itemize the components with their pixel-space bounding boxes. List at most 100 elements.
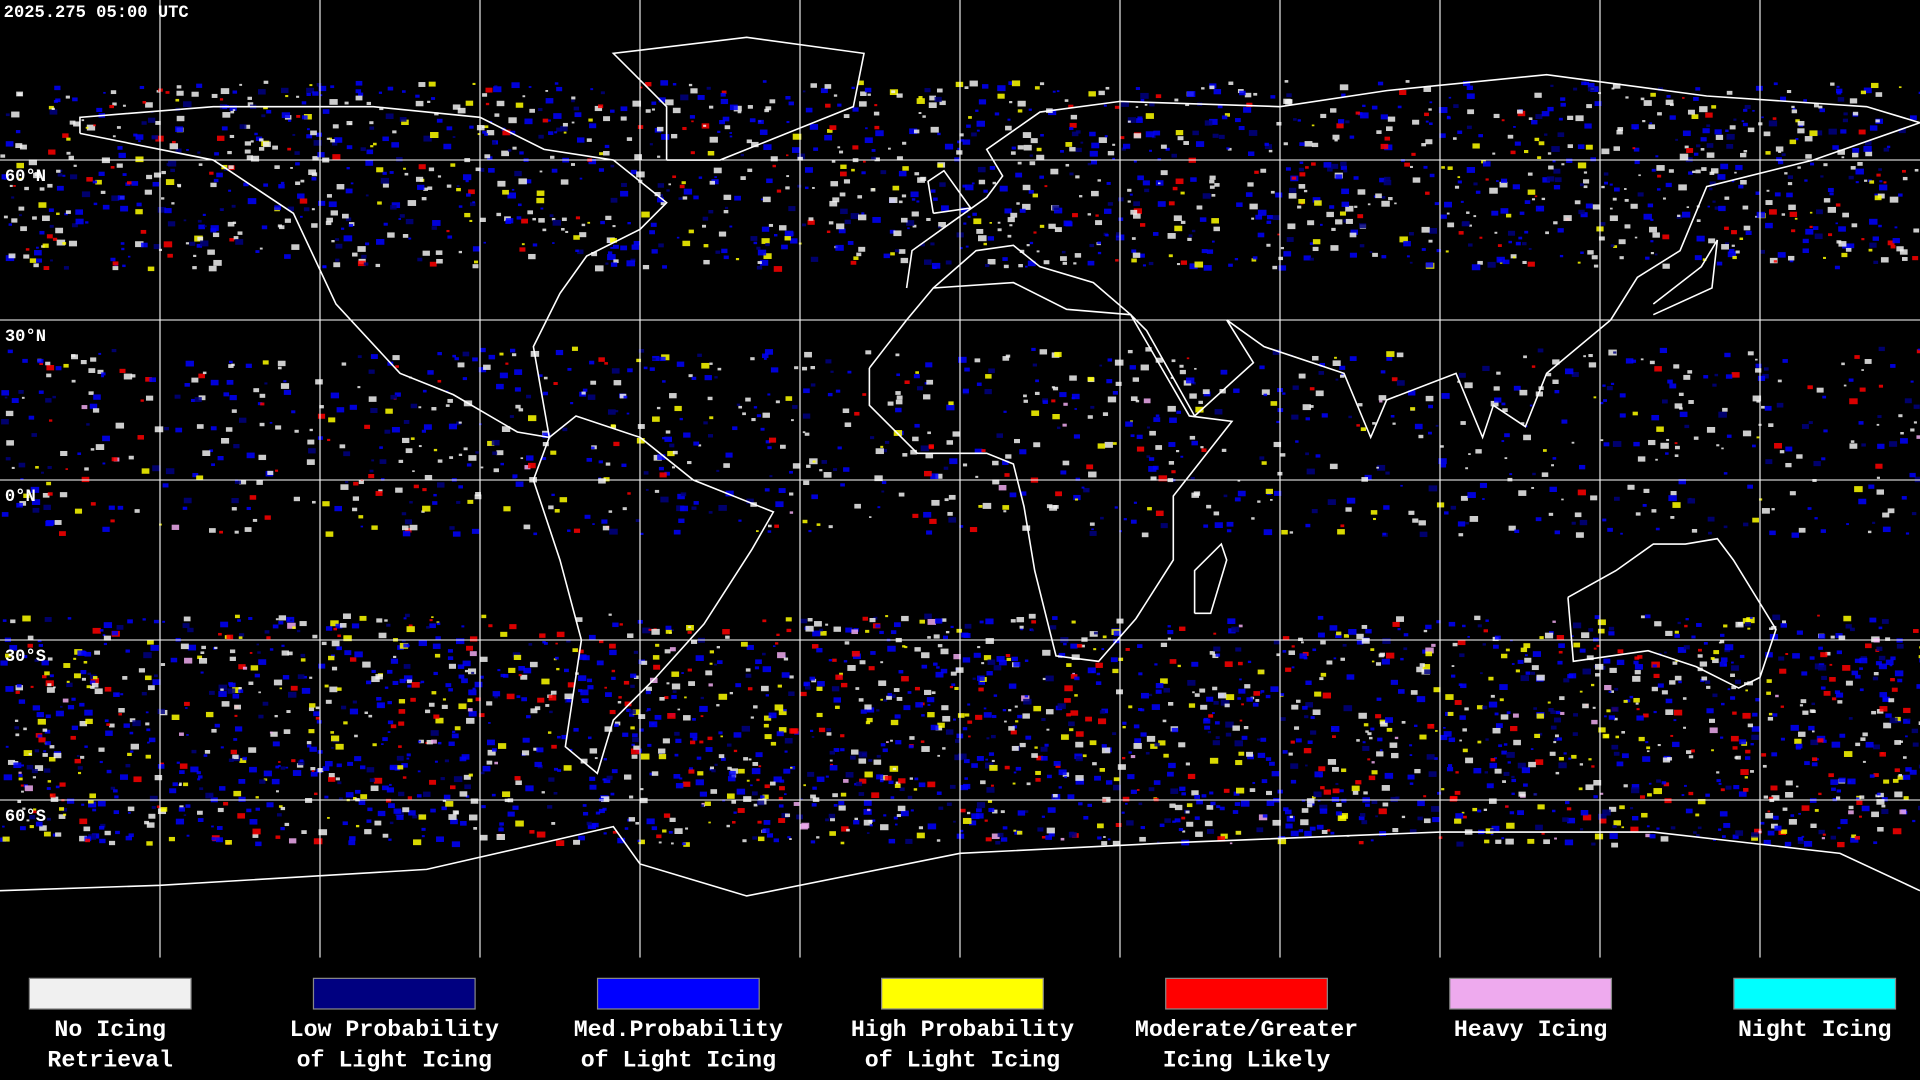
icing-pixel (263, 770, 272, 777)
icing-pixel (211, 825, 214, 828)
icing-pixel (1613, 351, 1617, 354)
icing-pixel (1752, 517, 1759, 523)
icing-pixel (471, 671, 475, 674)
icing-pixel (1167, 630, 1174, 635)
icing-pixel (387, 669, 393, 674)
icing-pixel (997, 228, 1002, 232)
icing-pixel (1105, 234, 1109, 237)
icing-pixel (1463, 81, 1471, 86)
icing-pixel (913, 788, 918, 791)
icing-pixel (1794, 738, 1802, 744)
icing-pixel (1066, 713, 1071, 717)
icing-pixel (528, 415, 537, 422)
icing-pixel (1524, 654, 1528, 657)
icing-pixel (105, 730, 113, 736)
icing-pixel (659, 472, 667, 478)
icing-pixel (1507, 761, 1511, 764)
icing-pixel (1237, 490, 1246, 497)
icing-pixel (740, 176, 746, 180)
icing-pixel (1305, 702, 1314, 708)
icing-pixel (1828, 128, 1837, 135)
icing-pixel (1183, 141, 1189, 145)
icing-pixel (23, 727, 27, 731)
icing-pixel (1891, 687, 1898, 692)
icing-pixel (401, 763, 408, 768)
icing-pixel (545, 98, 554, 104)
icing-pixel (729, 104, 738, 111)
icing-pixel (760, 427, 765, 431)
icing-pixel (360, 794, 368, 799)
icing-pixel (1785, 462, 1792, 468)
icing-pixel (683, 188, 693, 195)
icing-pixel (1592, 204, 1601, 210)
icing-pixel (1808, 725, 1815, 731)
icing-pixel (1635, 512, 1641, 516)
icing-pixel (587, 394, 596, 400)
icing-pixel (234, 614, 240, 619)
icing-pixel (898, 200, 903, 204)
icing-pixel (275, 765, 280, 769)
icing-pixel (981, 449, 986, 453)
icing-pixel (1288, 752, 1293, 756)
icing-pixel (1289, 531, 1294, 534)
icing-pixel (77, 452, 82, 456)
icing-pixel (398, 721, 405, 726)
icing-pixel (284, 822, 290, 827)
icing-pixel (120, 774, 128, 780)
icing-pixel (956, 628, 962, 633)
icing-pixel (503, 673, 509, 678)
icing-pixel (1878, 626, 1883, 630)
icing-pixel (1025, 735, 1032, 740)
icing-pixel (1397, 105, 1402, 109)
icing-pixel (1794, 217, 1798, 220)
icing-pixel (665, 430, 671, 434)
icing-pixel (1260, 690, 1265, 693)
icing-pixel (1026, 244, 1030, 247)
icing-pixel (1081, 486, 1085, 489)
icing-pixel (1440, 214, 1447, 219)
icing-pixel (1876, 799, 1885, 805)
icing-pixel (1561, 419, 1568, 424)
icing-pixel (55, 832, 62, 837)
icing-pixel (46, 520, 55, 526)
icing-pixel (664, 436, 672, 442)
icing-pixel (1706, 708, 1714, 714)
icing-pixel (1372, 422, 1376, 425)
icing-pixel (72, 97, 78, 102)
icing-pixel (1627, 484, 1635, 490)
icing-pixel (975, 109, 979, 112)
icing-pixel (940, 668, 948, 674)
icing-pixel (512, 805, 519, 810)
icing-pixel (729, 225, 733, 228)
icing-pixel (603, 778, 611, 784)
icing-pixel (366, 767, 375, 773)
icing-pixel (1015, 720, 1019, 723)
icing-pixel (448, 814, 457, 820)
icing-pixel (1471, 264, 1481, 271)
icing-pixel (449, 456, 454, 459)
icing-pixel (417, 257, 423, 262)
icing-pixel (48, 208, 54, 212)
icing-pixel (102, 435, 110, 442)
icing-pixel (1815, 758, 1819, 761)
icing-pixel (1484, 839, 1490, 844)
icing-pixel (1830, 635, 1835, 639)
icing-pixel (1007, 234, 1012, 238)
icing-pixel (1814, 517, 1818, 520)
icing-pixel (279, 225, 285, 230)
icing-pixel (1618, 239, 1626, 245)
icing-pixel (1381, 785, 1390, 791)
icing-pixel (700, 696, 704, 700)
icing-pixel (1789, 139, 1797, 145)
icing-pixel (111, 457, 118, 462)
icing-pixel (1174, 98, 1179, 102)
icing-pixel (290, 685, 298, 691)
icing-pixel (1511, 663, 1515, 665)
icing-pixel (926, 379, 934, 385)
icing-pixel (1848, 717, 1853, 720)
icing-pixel (725, 452, 733, 458)
icing-pixel (211, 463, 216, 467)
icing-pixel (1877, 415, 1882, 419)
icing-pixel (197, 236, 204, 241)
icing-pixel (984, 819, 988, 822)
